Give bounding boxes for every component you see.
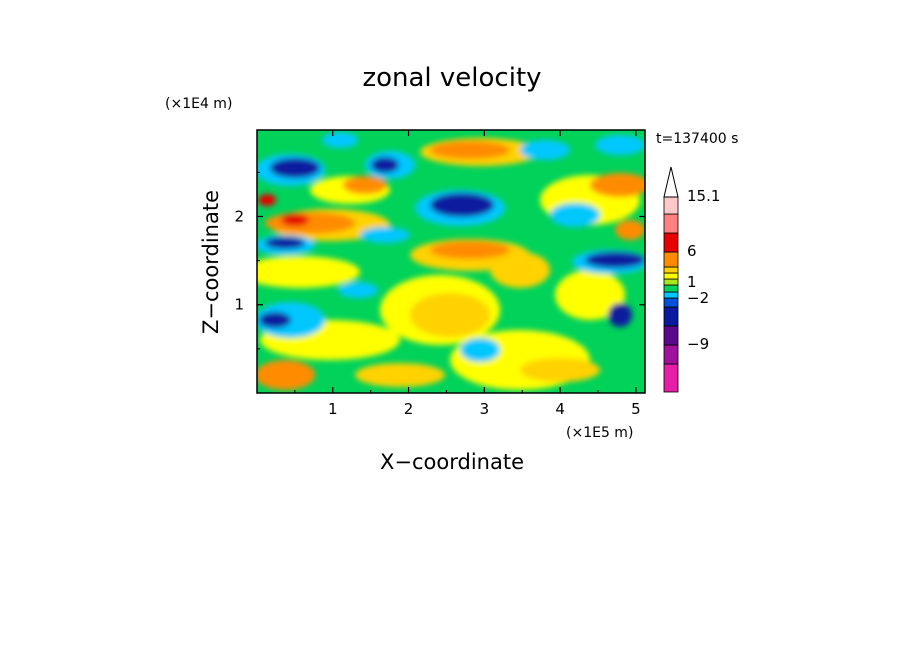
x-tick-label: 4 [555, 400, 565, 418]
x-axis: 1 2 3 4 5 [294, 130, 641, 418]
colorbar-label: −2 [687, 289, 709, 307]
colorbar-label: 6 [687, 242, 697, 260]
colorbar-band [663, 363, 679, 393]
y-axis: 12 [234, 171, 645, 350]
x-tick-label: 1 [328, 400, 338, 418]
colorbar-band [663, 291, 679, 299]
time-label: t=137400 s [656, 131, 738, 147]
x-axis-title: X−coordinate [380, 450, 524, 474]
colorbar: 15.1 6 1−2 −9 [663, 166, 720, 393]
y-tick-label: 2 [234, 207, 244, 225]
velocity-field [257, 130, 645, 393]
y-axis-title: Z−coordinate [199, 190, 223, 334]
x-tick-label: 3 [480, 400, 490, 418]
colorbar-label: 1 [687, 273, 697, 291]
plot-frame [256, 129, 646, 394]
colorbar-band [663, 251, 679, 268]
x-tick-label: 5 [631, 400, 641, 418]
y-unit-label: (×1E4 m) [165, 96, 232, 112]
colorbar-band [663, 196, 679, 215]
colorbar-band [663, 306, 679, 327]
colorbar-band [663, 297, 679, 308]
colorbar-band [663, 278, 679, 286]
colorbar-label: −9 [687, 335, 709, 353]
colorbar-extend-arrow [663, 166, 679, 198]
x-tick-label: 2 [404, 400, 414, 418]
y-tick-label: 1 [234, 296, 244, 314]
colorbar-band [663, 284, 679, 293]
colorbar-band [663, 213, 679, 234]
colorbar-band [663, 272, 679, 280]
colorbar-band [663, 344, 679, 365]
colorbar-band [663, 325, 679, 346]
colorbar-band [663, 266, 679, 274]
chart-title: zonal velocity [362, 63, 541, 93]
colorbar-label: 15.1 [687, 187, 720, 205]
colorbar-band [663, 232, 679, 253]
x-unit-label: (×1E5 m) [566, 425, 633, 441]
